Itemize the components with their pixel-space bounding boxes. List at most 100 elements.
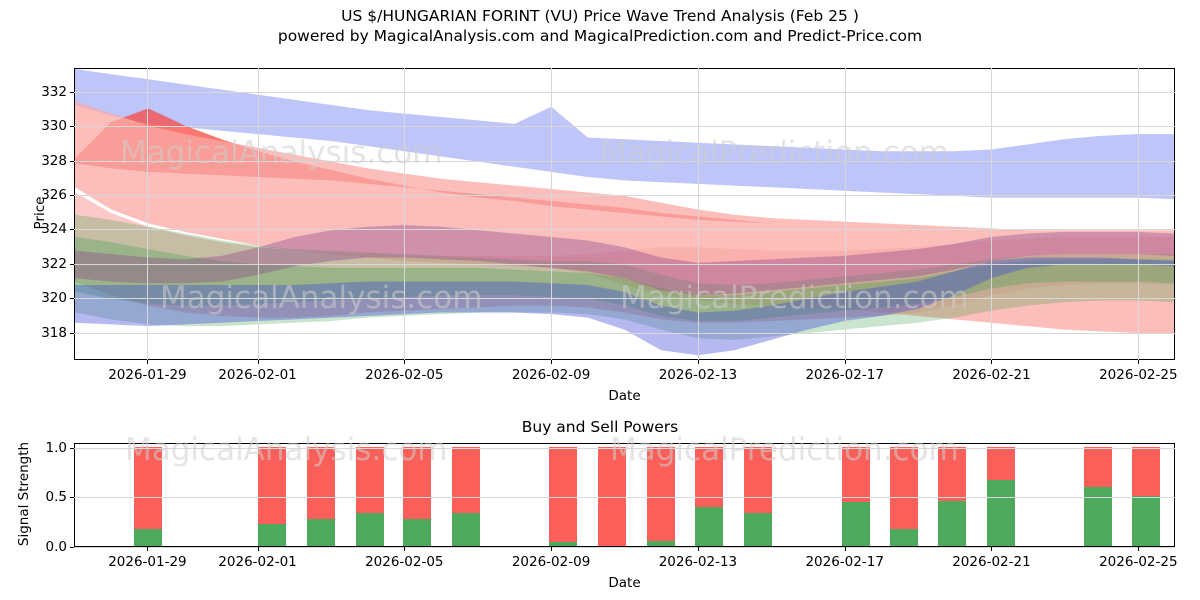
price-ytick-mark xyxy=(70,229,74,231)
gridline-horizontal xyxy=(74,298,1175,300)
signal-xtick-label: 2026-02-09 xyxy=(511,554,591,570)
price-wave-bands xyxy=(75,69,1174,356)
price-ytick-mark xyxy=(70,160,74,162)
signal-bar[interactable] xyxy=(1083,446,1112,546)
sell-power-segment xyxy=(743,446,772,514)
gridline-vertical xyxy=(844,68,846,360)
signal-xtick-label: 2026-02-05 xyxy=(365,554,444,570)
buy-power-segment xyxy=(356,513,385,546)
buy-power-segment xyxy=(743,513,772,546)
price-ytick-label: 332 xyxy=(41,84,67,101)
buy-power-segment xyxy=(646,541,675,546)
price-xtick-mark xyxy=(697,360,699,364)
price-ytick-label: 318 xyxy=(41,324,67,341)
gridline-vertical xyxy=(1138,68,1140,360)
signal-xtick-mark xyxy=(404,547,406,551)
price-ytick-mark xyxy=(70,298,74,300)
chart-title-block: US $/HUNGARIAN FORINT (VU) Price Wave Tr… xyxy=(0,6,1200,46)
price-ytick-label: 326 xyxy=(41,187,67,204)
price-xtick-label: 2026-02-21 xyxy=(952,367,1031,383)
price-xtick-label: 2026-02-05 xyxy=(365,367,444,383)
signal-bar[interactable] xyxy=(646,446,675,546)
sell-power-segment xyxy=(1083,446,1112,487)
purple-mid-band xyxy=(75,225,1174,296)
signal-xtick-label: 2026-02-21 xyxy=(952,554,1031,570)
price-chart-xlabel: Date xyxy=(608,388,641,404)
signal-xtick-mark xyxy=(551,547,553,551)
buy-power-segment xyxy=(306,519,335,546)
signal-bar[interactable] xyxy=(986,446,1015,546)
buy-power-segment xyxy=(258,524,287,546)
buy-power-segment xyxy=(1132,496,1161,546)
signal-ytick-label: 1.0 xyxy=(45,439,67,456)
sell-power-segment xyxy=(646,446,675,542)
sell-power-segment xyxy=(841,446,870,503)
signal-bar[interactable] xyxy=(1132,446,1161,546)
sell-power-segment xyxy=(306,446,335,520)
signal-bar[interactable] xyxy=(451,446,480,546)
price-xtick-label: 2026-02-01 xyxy=(218,367,297,383)
signal-chart-ylabel: Signal Strength xyxy=(16,441,32,547)
signal-bar[interactable] xyxy=(743,446,772,546)
sell-power-segment xyxy=(548,446,577,543)
signal-bar[interactable] xyxy=(258,446,287,546)
buy-power-segment xyxy=(548,542,577,546)
gridline-horizontal xyxy=(74,332,1175,334)
buy-power-segment xyxy=(938,501,967,546)
green-band-outer xyxy=(75,214,1174,340)
sell-power-segment xyxy=(451,446,480,514)
price-xtick-mark xyxy=(257,360,259,364)
signal-bar[interactable] xyxy=(695,446,724,546)
gridline-horizontal xyxy=(74,126,1175,128)
blue-upper-band xyxy=(75,69,1174,200)
sell-power-segment xyxy=(890,446,919,530)
sell-power-segment xyxy=(598,446,627,546)
price-ytick-mark xyxy=(70,126,74,128)
blue-lower-band xyxy=(75,257,1174,356)
price-ytick-label: 320 xyxy=(41,290,67,307)
signal-bar[interactable] xyxy=(403,446,432,546)
gridline-horizontal xyxy=(74,92,1175,94)
buy-power-segment xyxy=(403,519,432,546)
price-ytick-mark xyxy=(70,332,74,334)
gridline-vertical xyxy=(147,68,149,360)
price-xtick-mark xyxy=(844,360,846,364)
price-chart-ylabel: Price xyxy=(32,196,48,230)
signal-bar[interactable] xyxy=(306,446,335,546)
gridline-horizontal xyxy=(74,263,1175,265)
gridline-horizontal xyxy=(74,195,1175,197)
price-xtick-label: 2026-02-13 xyxy=(658,367,738,383)
price-xtick-mark xyxy=(1138,360,1140,364)
buy-power-segment xyxy=(134,529,163,546)
price-xtick-mark xyxy=(404,360,406,364)
signal-bar[interactable] xyxy=(548,446,577,546)
price-xtick-label: 2026-02-17 xyxy=(805,367,884,383)
signal-bar[interactable] xyxy=(356,446,385,546)
buy-power-segment xyxy=(890,529,919,546)
page-title: US $/HUNGARIAN FORINT (VU) Price Wave Tr… xyxy=(341,7,859,25)
signal-xtick-label: 2026-02-17 xyxy=(805,554,884,570)
signal-bar[interactable] xyxy=(938,446,967,546)
price-xtick-mark xyxy=(147,360,149,364)
signal-bar[interactable] xyxy=(134,446,163,546)
signal-bar[interactable] xyxy=(890,446,919,546)
gridline-horizontal xyxy=(74,447,1175,449)
signal-bar[interactable] xyxy=(598,446,627,546)
signal-xtick-label: 2026-01-29 xyxy=(108,554,187,570)
gridline-vertical xyxy=(551,68,553,360)
buy-power-segment xyxy=(451,513,480,546)
sell-power-segment xyxy=(134,446,163,530)
buy-power-segment xyxy=(695,507,724,546)
signal-xtick-label: 2026-02-13 xyxy=(658,554,738,570)
buy-power-segment xyxy=(1083,486,1112,546)
price-ytick-label: 330 xyxy=(41,118,67,135)
signal-xtick-mark xyxy=(844,547,846,551)
signal-ytick-mark xyxy=(70,447,74,449)
gridline-horizontal xyxy=(74,547,1175,548)
signal-bar[interactable] xyxy=(841,446,870,546)
sell-power-segment xyxy=(258,446,287,525)
page-subtitle: powered by MagicalAnalysis.com and Magic… xyxy=(277,27,923,45)
gridline-horizontal xyxy=(74,497,1175,499)
signal-chart-axes xyxy=(74,443,1175,547)
price-xtick-label: 2026-01-29 xyxy=(108,367,187,383)
